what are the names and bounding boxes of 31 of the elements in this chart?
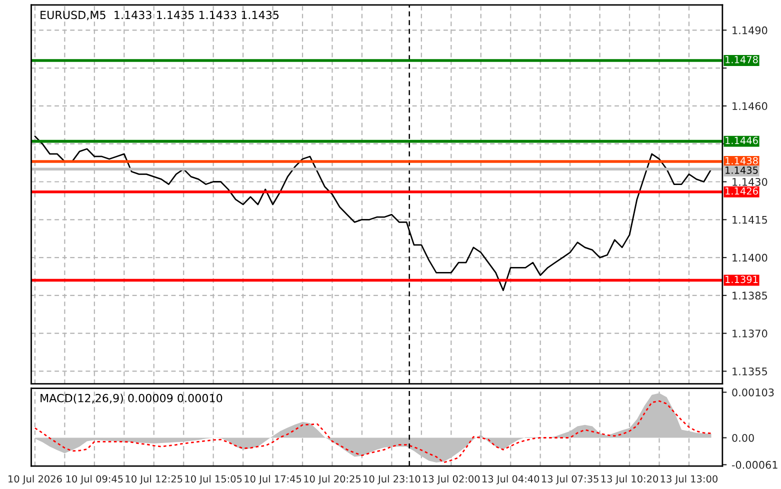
ref-line-label: 1.1435 [726,166,758,174]
ref-line-label: 1.1391 [726,276,758,284]
y-tick-label: 1.1385 [732,292,767,300]
x-tick-label: 13 Jul 07:35 [542,475,598,484]
y-tick-label: 1.1430 [732,178,768,186]
y-tick-label: 1.1370 [732,330,768,338]
chart-title: EURUSD,M5 1.1433 1.1435 1.1433 1.1435 [40,10,279,20]
y-tick-label: 1.1400 [732,254,768,262]
y-tick-label: 1.1415 [732,216,767,224]
y-tick-label: 0.00103 [732,388,774,396]
y-tick-label: 1.1490 [732,26,768,34]
ref-line-label: 1.1478 [726,56,758,64]
y-tick-label: 1.1460 [732,102,768,110]
ref-line-label: 1.1446 [726,136,758,144]
x-tick-label: 13 Jul 04:40 [482,475,540,484]
x-tick-label: 10 Jul 15:05 [185,475,242,484]
x-tick-label: 13 Jul 10:20 [601,475,658,484]
x-tick-label: 10 Jul 20:25 [304,475,361,484]
x-tick-label: 13 Jul 02:00 [423,475,480,484]
x-tick-label: 10 Jul 09:45 [66,475,123,484]
ref-line-label: 1.1438 [726,157,758,164]
y-tick-label: 0.00 [732,434,754,442]
y-tick-label: -0.00061 [732,460,778,469]
x-tick-label: 10 Jul 23:10 [364,475,420,484]
x-tick-label: 10 Jul 12:25 [126,475,182,484]
x-tick-label: 10 Jul 2026 [8,475,62,484]
x-tick-label: 10 Jul 17:45 [244,475,302,484]
y-tick-label: 1.1355 [732,367,767,376]
ref-line-label: 1.1426 [726,187,758,195]
x-tick-label: 13 Jul 13:00 [660,475,718,484]
chart-title: MACD(12,26,9) 0.00009 0.00010 [40,394,222,404]
